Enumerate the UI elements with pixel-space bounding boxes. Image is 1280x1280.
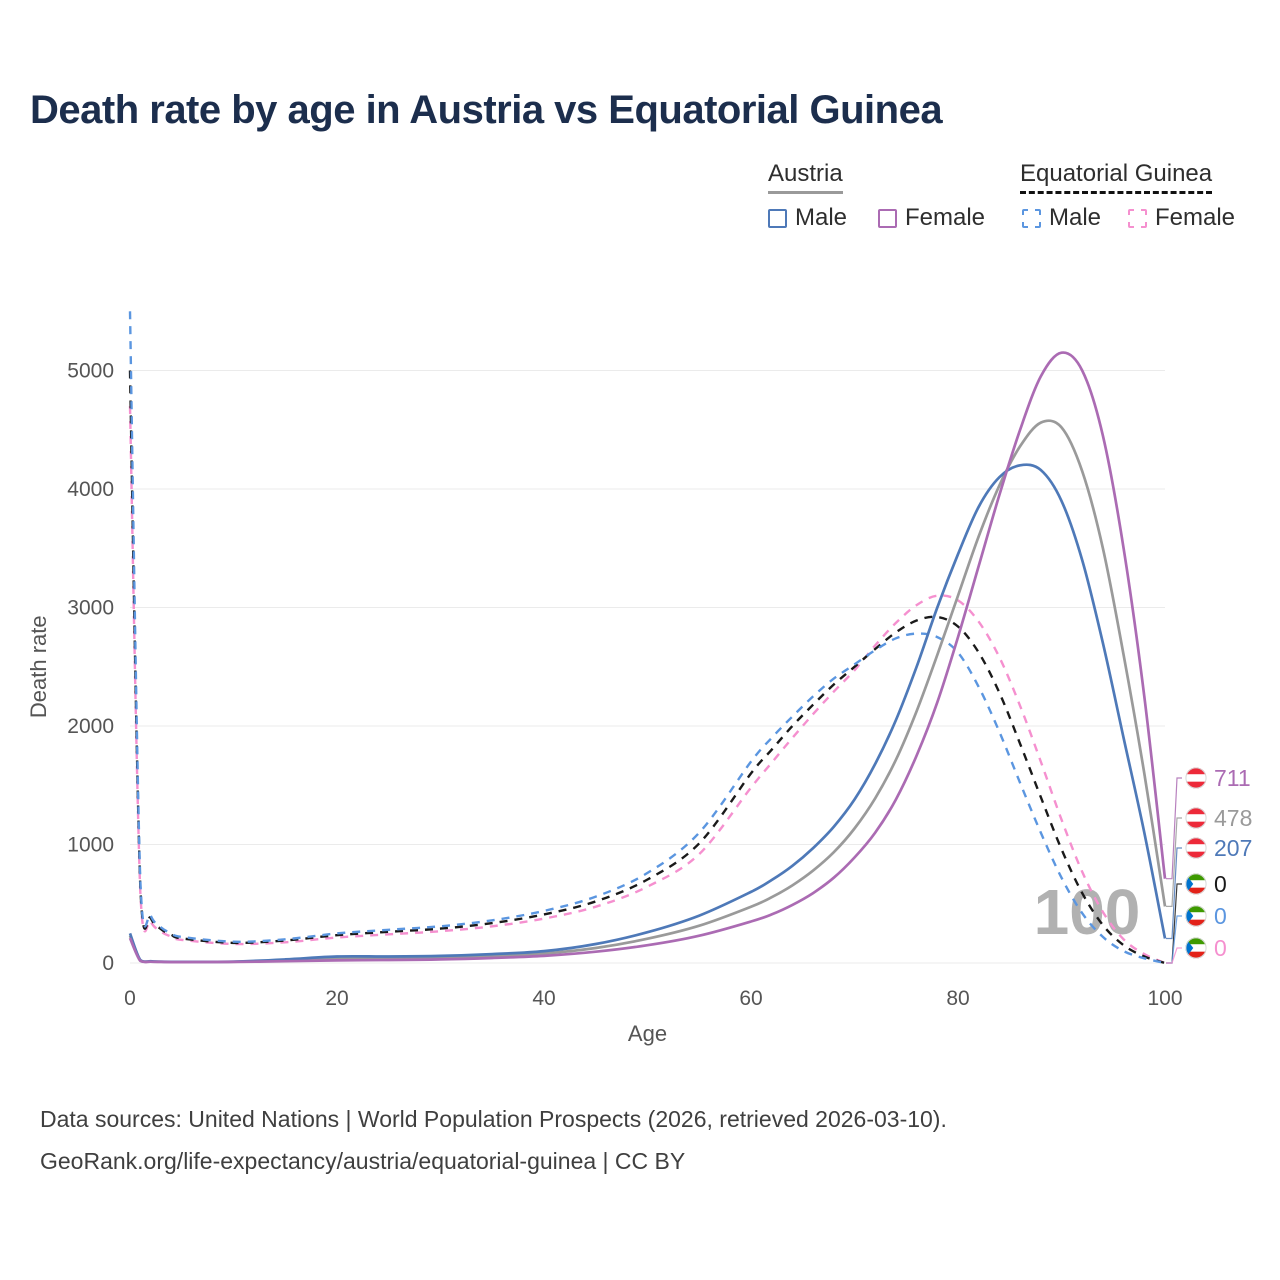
austria-male-swatch-icon [768, 208, 787, 228]
series-end-value-equatorial-guinea-male: 0 [1185, 902, 1227, 930]
end-value-text: 711 [1214, 764, 1251, 791]
svg-text:0: 0 [124, 987, 136, 1010]
legend-item-austria-male[interactable]: Male [768, 204, 847, 232]
svg-text:100: 100 [1147, 987, 1182, 1010]
svg-text:2000: 2000 [67, 715, 114, 738]
svg-text:3000: 3000 [67, 597, 114, 620]
legend-label-eg-female: Female [1155, 204, 1236, 231]
svg-text:20: 20 [325, 987, 348, 1010]
eg-male-swatch-icon [1022, 208, 1041, 228]
end-value-text: 478 [1214, 804, 1253, 831]
svg-text:Age: Age [628, 1021, 667, 1046]
equatorial-guinea-flag-icon [1185, 937, 1207, 959]
legend-austria-heading: Austria [768, 160, 843, 194]
svg-text:1000: 1000 [67, 834, 114, 857]
footer-data-sources: Data sources: United Nations | World Pop… [40, 1106, 947, 1132]
svg-text:4000: 4000 [67, 478, 114, 501]
footer-attribution: GeoRank.org/life-expectancy/austria/equa… [40, 1148, 686, 1174]
austria-flag-icon [1185, 837, 1207, 859]
eg-female-swatch-icon [1128, 208, 1147, 228]
legend-item-austria-female[interactable]: Female [878, 204, 985, 232]
legend-label-austria-male: Male [795, 204, 848, 231]
legend-item-eg-male[interactable]: Male [1022, 204, 1101, 232]
series-end-value-equatorial-guinea: 0 [1185, 870, 1227, 898]
page-title: Death rate by age in Austria vs Equatori… [30, 88, 943, 132]
equatorial-guinea-flag-icon [1185, 905, 1207, 927]
austria-female-swatch-icon [878, 208, 897, 228]
series-end-value-austria: 478 [1185, 804, 1252, 832]
end-value-text: 0 [1214, 870, 1227, 897]
svg-text:0: 0 [102, 952, 114, 975]
svg-text:5000: 5000 [67, 360, 114, 383]
legend: Austria Equatorial Guinea Male Female Ma… [768, 160, 1268, 244]
svg-text:80: 80 [946, 987, 969, 1010]
svg-text:Death rate: Death rate [26, 615, 51, 718]
end-value-text: 0 [1214, 934, 1227, 961]
legend-eq-guinea-heading: Equatorial Guinea [1020, 160, 1213, 194]
end-value-text: 207 [1214, 834, 1253, 861]
svg-text:40: 40 [532, 987, 555, 1010]
legend-label-austria-female: Female [905, 204, 986, 231]
legend-label-eg-male: Male [1049, 204, 1102, 231]
series-end-value-austria-female: 711 [1185, 764, 1251, 792]
austria-flag-icon [1185, 767, 1207, 789]
series-end-value-equatorial-guinea-female: 0 [1185, 934, 1227, 962]
austria-flag-icon [1185, 807, 1207, 829]
series-end-value-austria-male: 207 [1185, 834, 1252, 862]
svg-text:60: 60 [739, 987, 762, 1010]
legend-item-eg-female[interactable]: Female [1128, 204, 1235, 232]
equatorial-guinea-flag-icon [1185, 873, 1207, 895]
end-value-text: 0 [1214, 902, 1227, 929]
svg-text:100: 100 [1034, 876, 1141, 948]
